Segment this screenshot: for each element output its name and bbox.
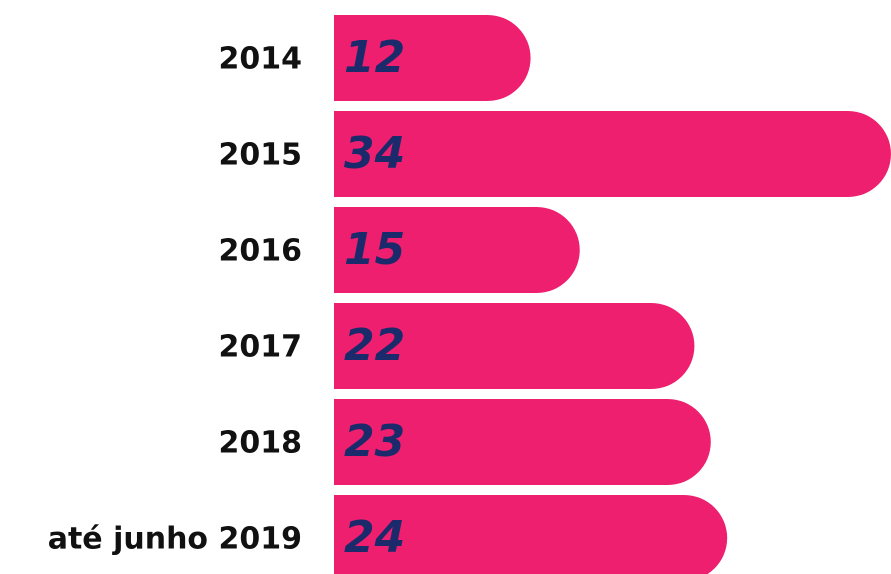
bar: [334, 111, 891, 197]
value-label: 23: [344, 416, 405, 467]
category-label: 2015: [219, 138, 303, 173]
bar: [334, 207, 580, 293]
value-label: 22: [344, 320, 405, 371]
bar: [334, 495, 728, 574]
category-label: 2017: [219, 330, 303, 365]
value-label: 34: [344, 128, 405, 179]
category-label: até junho 2019: [48, 522, 302, 557]
category-label: 2018: [219, 426, 303, 461]
bar: [334, 15, 531, 101]
value-label: 24: [344, 512, 405, 563]
bar: [334, 399, 711, 485]
category-label: 2016: [219, 234, 303, 269]
bar: [334, 303, 695, 389]
value-label: 12: [344, 32, 405, 83]
value-label: 15: [344, 224, 405, 275]
category-label: 2014: [219, 42, 303, 77]
